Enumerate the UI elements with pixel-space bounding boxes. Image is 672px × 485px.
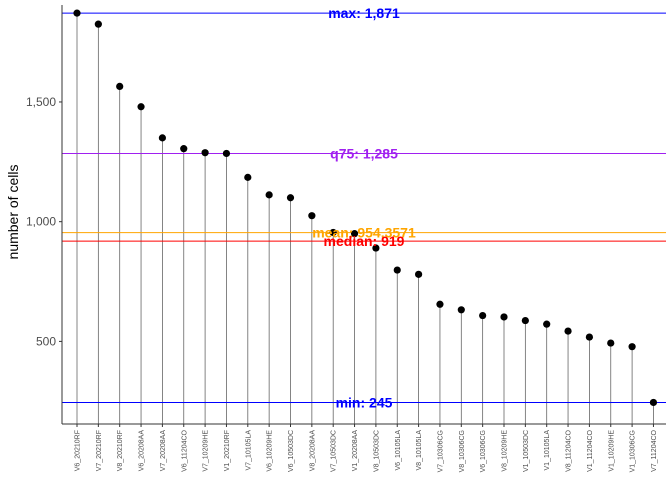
x-tick-label: V6_11204CO xyxy=(181,429,188,471)
reference-label: q75: 1,285 xyxy=(330,145,398,161)
x-tick-label: V7_10306CG xyxy=(437,430,444,472)
x-tick-label: V6_10503DC xyxy=(288,430,295,472)
data-point xyxy=(479,311,487,320)
x-tick-label: V1_10105LA xyxy=(544,430,551,471)
x-tick-label: V1_20208AA xyxy=(352,430,359,472)
y-axis-label: number of cells xyxy=(5,165,21,260)
data-point xyxy=(564,327,572,335)
data-point xyxy=(116,82,124,91)
data-point xyxy=(521,316,529,325)
x-tick-label: V1_20210RF xyxy=(224,430,231,471)
data-point xyxy=(180,145,188,153)
reference-lines-layer xyxy=(62,12,666,403)
data-point xyxy=(585,333,594,341)
x-tick-label: V6_10306CG xyxy=(480,430,487,472)
x-tick-label: V8_10306CG xyxy=(459,430,466,472)
data-point xyxy=(628,343,636,351)
x-tick-label: V7_11204CO xyxy=(651,429,658,471)
data-point xyxy=(393,266,401,274)
data-point xyxy=(415,270,423,278)
data-point xyxy=(201,149,209,157)
y-tick-label: 500 xyxy=(36,334,56,348)
axes-layer: 500 1,000 1,500 V6_20210RF V7_20210RF V8_2021… xyxy=(26,5,666,472)
x-tick-label: V8_20210RF xyxy=(117,430,124,471)
data-point xyxy=(329,228,337,237)
data-point xyxy=(244,173,252,181)
data-point xyxy=(543,320,551,328)
x-tick-label: V8_10503DC xyxy=(373,430,380,472)
data-point xyxy=(350,230,359,238)
reference-label: max: 1,871 xyxy=(328,5,400,21)
reference-labels-layer: max: 1,871 q75: 1,285 mean: 954.3571median… xyxy=(312,5,416,410)
x-tick-label: V6_20208AA xyxy=(139,430,146,472)
data-point xyxy=(137,103,145,111)
y-tick-label: 1,000 xyxy=(26,215,56,229)
data-point xyxy=(94,20,102,28)
x-tick-label: V7_10209HE xyxy=(203,430,210,472)
x-tick-label: V8_11204CO xyxy=(566,429,573,471)
data-point xyxy=(457,306,465,314)
x-tick-label: V8_10105LA xyxy=(416,430,423,471)
data-point xyxy=(265,191,273,199)
data-point xyxy=(649,398,658,407)
x-tick-label: V6_10209HE xyxy=(267,430,274,472)
x-tick-label: V6_20210RF xyxy=(75,430,82,471)
points-layer xyxy=(73,9,658,407)
stems-layer xyxy=(76,13,654,424)
data-point xyxy=(607,339,615,347)
x-tick-label: V1_10503DC xyxy=(523,430,530,472)
x-tick-label: V1_10306CG xyxy=(630,430,637,472)
x-tick-label: V7_20208AA xyxy=(160,430,167,472)
data-point xyxy=(500,313,508,321)
reference-label: mean: 954.3571 xyxy=(312,225,416,241)
x-tick-label: V7_20210RF xyxy=(96,430,103,471)
data-point xyxy=(286,194,295,202)
x-tick-label: V7_10503DC xyxy=(331,430,338,472)
x-tick-label: V1_11204CO xyxy=(587,429,594,471)
x-tick-label: V7_10105LA xyxy=(245,430,252,471)
data-point xyxy=(308,212,316,220)
reference-label: min: 245 xyxy=(336,394,393,410)
data-point xyxy=(436,300,444,308)
x-tick-label: V1_10209HE xyxy=(608,430,615,472)
data-point xyxy=(73,9,81,17)
x-tick-label: V8_20208AA xyxy=(309,430,316,472)
data-point xyxy=(158,134,166,142)
data-point xyxy=(222,149,231,158)
reference-label: median: 919 xyxy=(324,233,405,249)
x-tick-label: V8_10209HE xyxy=(502,430,509,472)
data-point xyxy=(372,244,380,252)
x-tick-label: V6_10105LA xyxy=(395,430,402,471)
y-tick-label: 1,500 xyxy=(26,95,56,109)
